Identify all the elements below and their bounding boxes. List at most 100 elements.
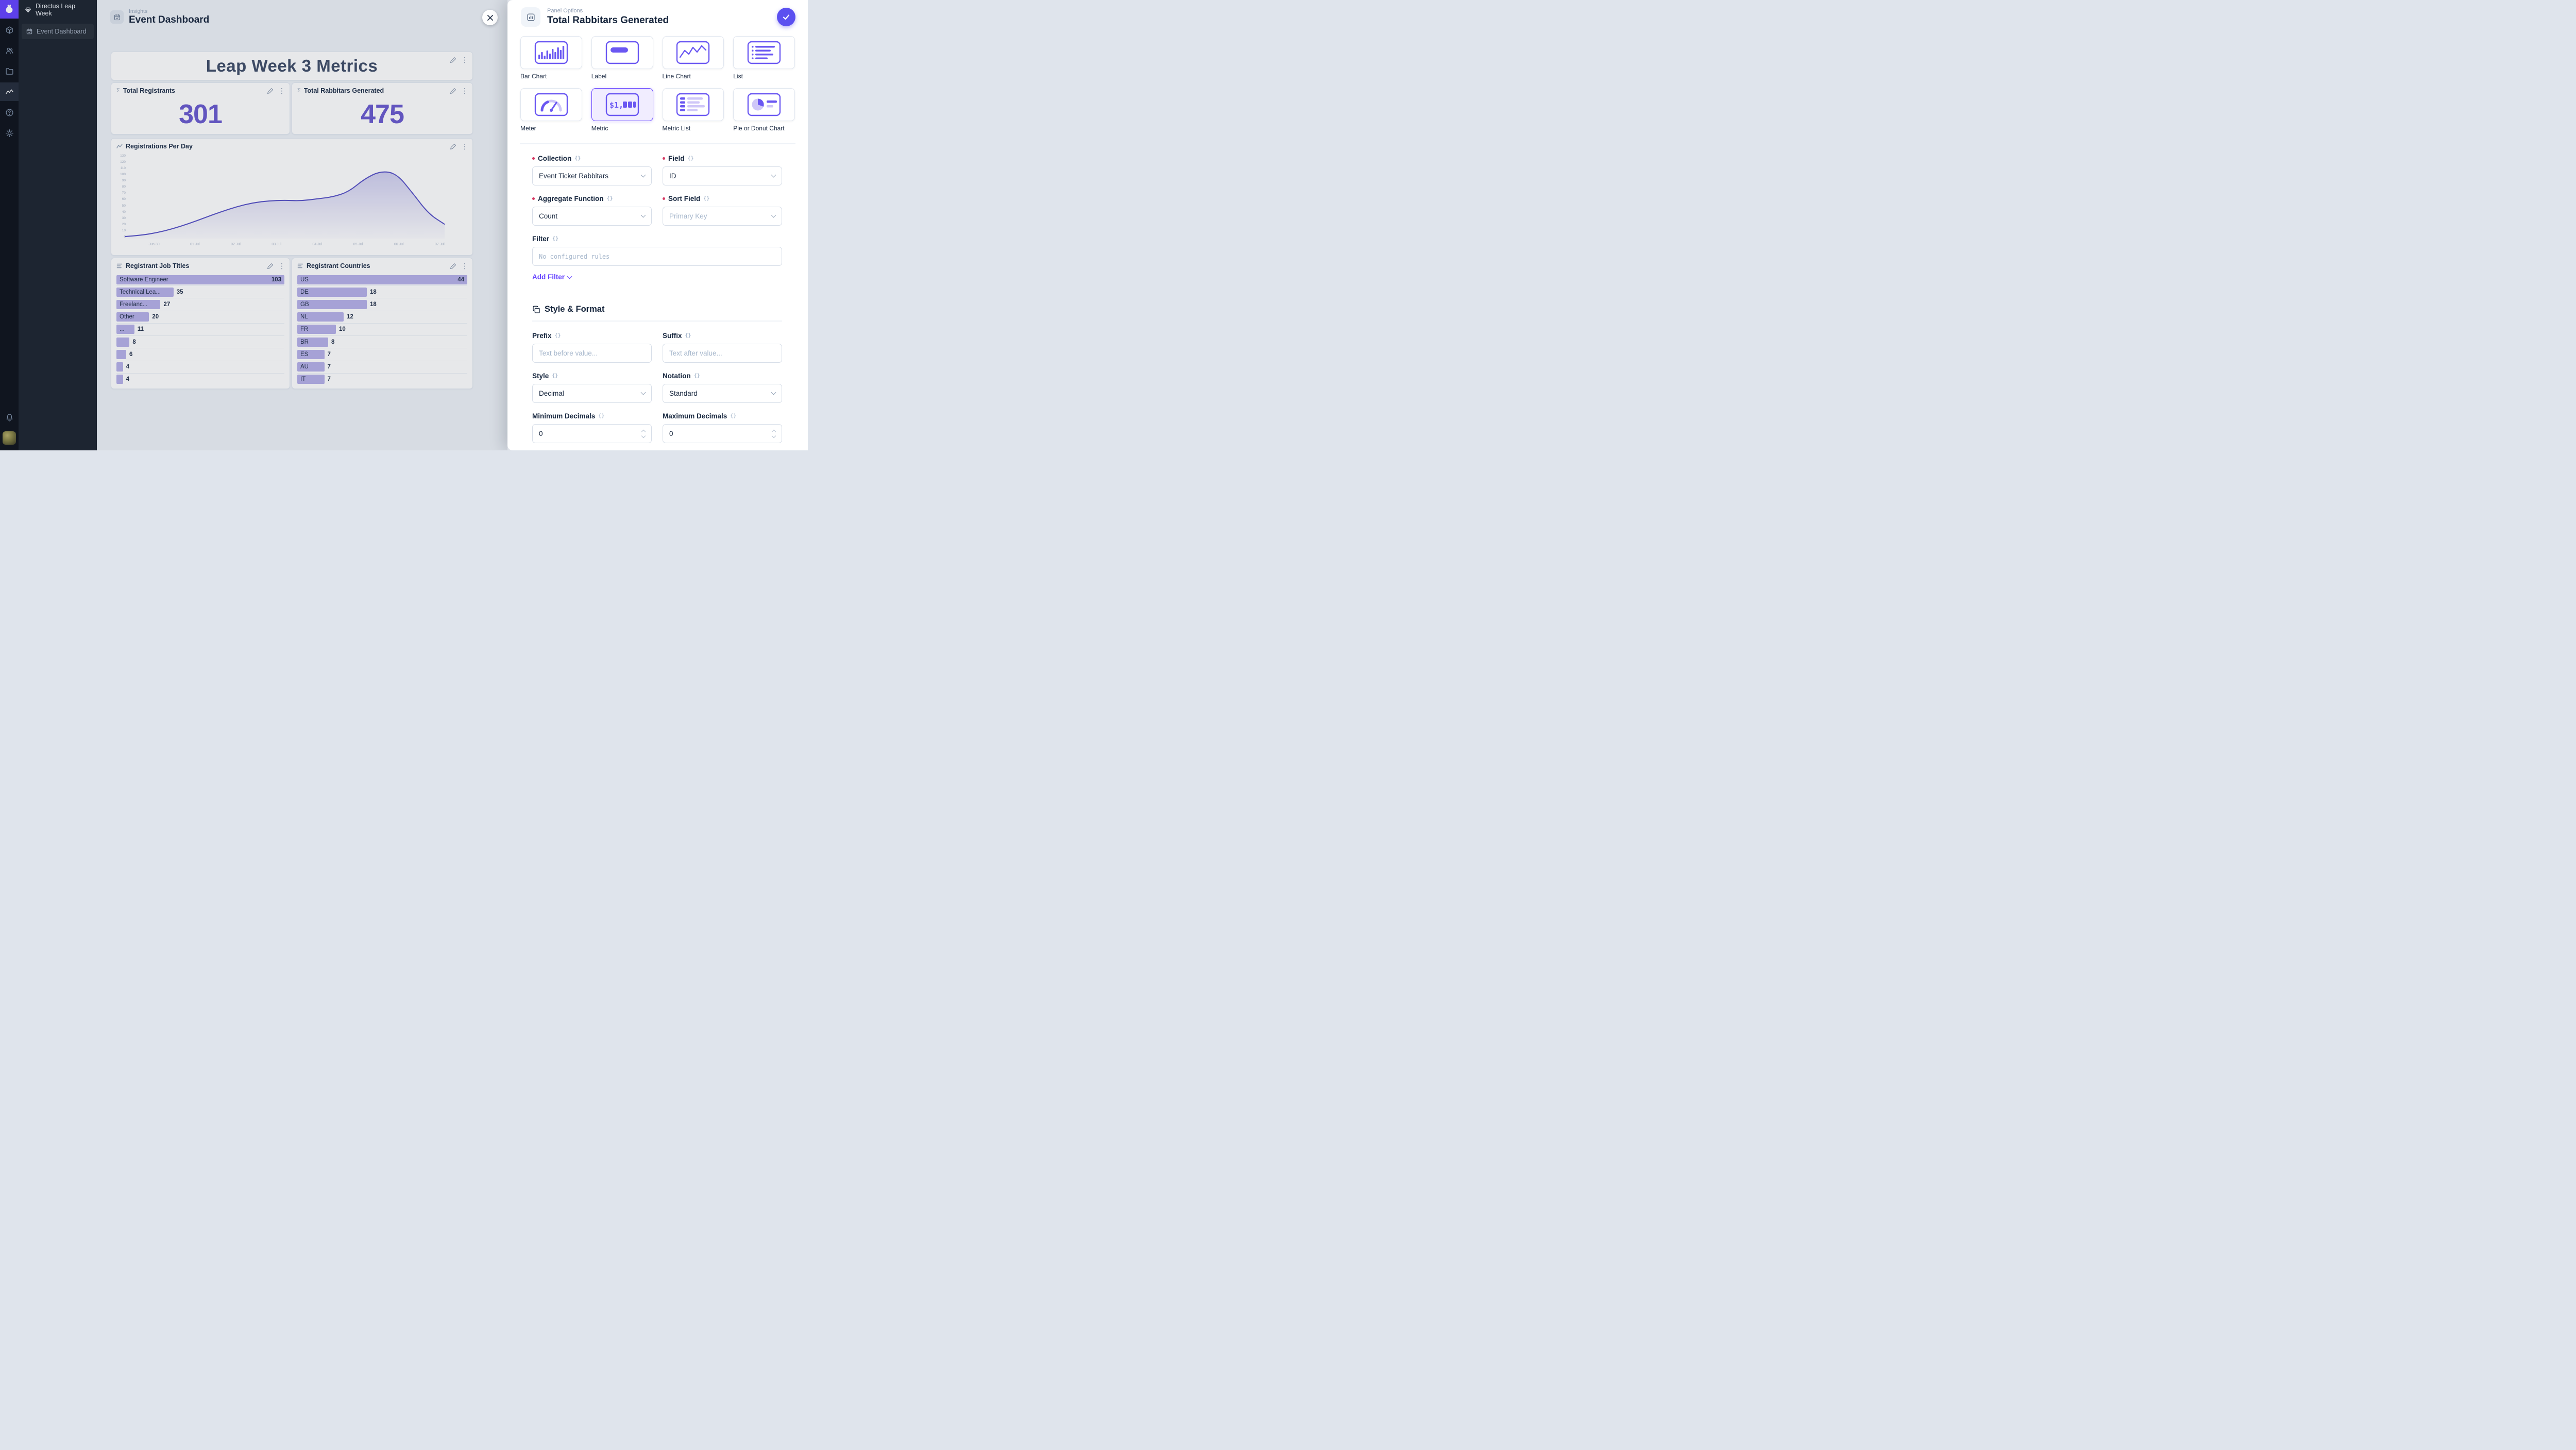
prefix-input[interactable]: [539, 349, 645, 357]
raw-value-icon[interactable]: {}: [685, 333, 691, 339]
raw-value-icon[interactable]: {}: [552, 236, 559, 242]
panel-type-option-metric-list[interactable]: Metric List: [662, 88, 724, 132]
filter-rules-box[interactable]: No configured rules: [532, 247, 782, 266]
bar-label: GB: [300, 301, 309, 308]
bar: [297, 300, 367, 310]
breadcrumb: Insights: [129, 8, 148, 14]
edit-pencil-icon[interactable]: [267, 88, 274, 94]
list-thumbnail[interactable]: [733, 36, 795, 69]
save-button[interactable]: [777, 8, 795, 26]
kebab-menu-icon[interactable]: ⋮: [461, 86, 468, 95]
style-select[interactable]: Decimal: [532, 384, 652, 403]
raw-value-icon[interactable]: {}: [598, 413, 605, 419]
drawer-kicker: Panel Options: [547, 8, 583, 14]
panel-type-option-pie-donut[interactable]: Pie or Donut Chart: [733, 88, 795, 132]
raw-value-icon[interactable]: {}: [730, 413, 737, 419]
raw-value-icon[interactable]: {}: [574, 156, 581, 161]
notifications-button[interactable]: [0, 408, 19, 427]
metric-list-thumbnail[interactable]: [662, 88, 724, 121]
edit-pencil-icon[interactable]: [450, 143, 456, 150]
bar: [297, 362, 325, 372]
project-header[interactable]: Directus Leap Week: [19, 0, 97, 20]
sidebar-item-event-dashboard[interactable]: Event Dashboard: [22, 24, 94, 39]
directus-logo[interactable]: [0, 0, 19, 19]
timeline-icon: [116, 143, 123, 149]
files-module-button[interactable]: [0, 62, 19, 80]
kebab-menu-icon[interactable]: ⋮: [278, 261, 285, 270]
user-menu-button[interactable]: [0, 429, 19, 447]
dashboard-icon: [26, 28, 32, 35]
raw-value-icon[interactable]: {}: [703, 196, 710, 201]
edit-pencil-icon[interactable]: [450, 88, 456, 94]
users-module-button[interactable]: [0, 41, 19, 60]
bar-value: 7: [327, 351, 331, 358]
edit-pencil-icon[interactable]: [450, 57, 456, 63]
line-chart: 1301201101009080706050403020100 Jun: [116, 154, 465, 251]
kebab-menu-icon[interactable]: ⋮: [461, 261, 468, 270]
notation-select[interactable]: Standard: [663, 384, 782, 403]
bar-chart-thumbnail[interactable]: [520, 36, 582, 69]
aggregate-function-select[interactable]: Count: [532, 207, 652, 226]
y-tick-label: 10: [122, 228, 126, 232]
number-stepper[interactable]: [771, 429, 776, 438]
kebab-menu-icon[interactable]: ⋮: [278, 86, 285, 95]
kebab-menu-icon[interactable]: ⋮: [461, 55, 468, 64]
kebab-menu-icon[interactable]: ⋮: [461, 142, 468, 150]
min-decimals-input[interactable]: [539, 430, 645, 437]
bar-value: 27: [163, 301, 171, 308]
bar-value: 4: [126, 376, 130, 383]
raw-value-icon[interactable]: {}: [693, 373, 700, 379]
content-module-button[interactable]: [0, 21, 19, 39]
drawer-panel-icon-button[interactable]: [521, 7, 540, 27]
add-filter-button[interactable]: Add Filter: [532, 273, 572, 281]
field-sort-field: Sort Field {} Primary Key: [663, 195, 782, 226]
chevron-down-icon: [640, 172, 646, 178]
panel-type-option-bar-chart[interactable]: Bar Chart: [520, 36, 582, 80]
insights-module-button[interactable]: [0, 82, 19, 101]
nav-sidebar: Directus Leap Week Event Dashboard: [19, 0, 97, 450]
overlay-scrim[interactable]: [0, 0, 507, 450]
suffix-input[interactable]: [669, 349, 775, 357]
raw-value-icon[interactable]: {}: [552, 373, 558, 379]
pie-donut-thumbnail[interactable]: [733, 88, 795, 121]
sort-field-select[interactable]: Primary Key: [663, 207, 782, 226]
y-tick-label: 120: [120, 160, 126, 164]
bar-label: BR: [300, 339, 309, 345]
max-decimals-input[interactable]: [669, 430, 775, 437]
bar-value: 8: [132, 339, 136, 345]
check-icon: [783, 14, 790, 20]
settings-module-button[interactable]: [0, 124, 19, 142]
sort-field-placeholder: Primary Key: [669, 212, 707, 220]
bar: [116, 325, 134, 334]
raw-value-icon[interactable]: {}: [606, 196, 613, 201]
collection-select[interactable]: Event Ticket Rabbitars: [532, 166, 652, 186]
meter-thumbnail[interactable]: [520, 88, 582, 121]
chevron-down-icon: [567, 274, 572, 279]
y-tick-label: 60: [122, 197, 126, 201]
field-select[interactable]: ID: [663, 166, 782, 186]
bar-row: Software Engineer 103: [116, 274, 284, 286]
raw-value-icon[interactable]: {}: [687, 156, 694, 161]
bar-value: 6: [129, 351, 133, 358]
panel-type-option-meter[interactable]: Meter: [520, 88, 582, 132]
label-thumbnail[interactable]: [591, 36, 653, 69]
y-tick-label: 50: [122, 204, 126, 208]
edit-pencil-icon[interactable]: [450, 263, 456, 269]
panel-title: Total Registrants: [123, 87, 175, 94]
number-stepper[interactable]: [641, 429, 646, 438]
functions-icon: Σ: [116, 87, 120, 94]
edit-pencil-icon[interactable]: [267, 263, 274, 269]
docs-module-button[interactable]: [0, 103, 19, 122]
close-drawer-button[interactable]: [482, 10, 498, 25]
panel-total-rabbitars: Σ Total Rabbitars Generated ⋮ 475: [292, 82, 473, 134]
panel-type-option-list[interactable]: List: [733, 36, 795, 80]
metric-thumbnail[interactable]: $1,: [591, 88, 653, 121]
panel-type-option-label[interactable]: Label: [591, 36, 653, 80]
panel-type-option-metric[interactable]: $1, Metric: [591, 88, 653, 132]
raw-value-icon[interactable]: {}: [554, 333, 561, 339]
line-chart-thumbnail[interactable]: [662, 36, 724, 69]
panel-type-option-line-chart[interactable]: Line Chart: [662, 36, 724, 80]
panel-title: Registrations Per Day: [126, 143, 193, 150]
y-tick-label: 110: [120, 166, 126, 171]
bar-value: 20: [152, 314, 159, 321]
